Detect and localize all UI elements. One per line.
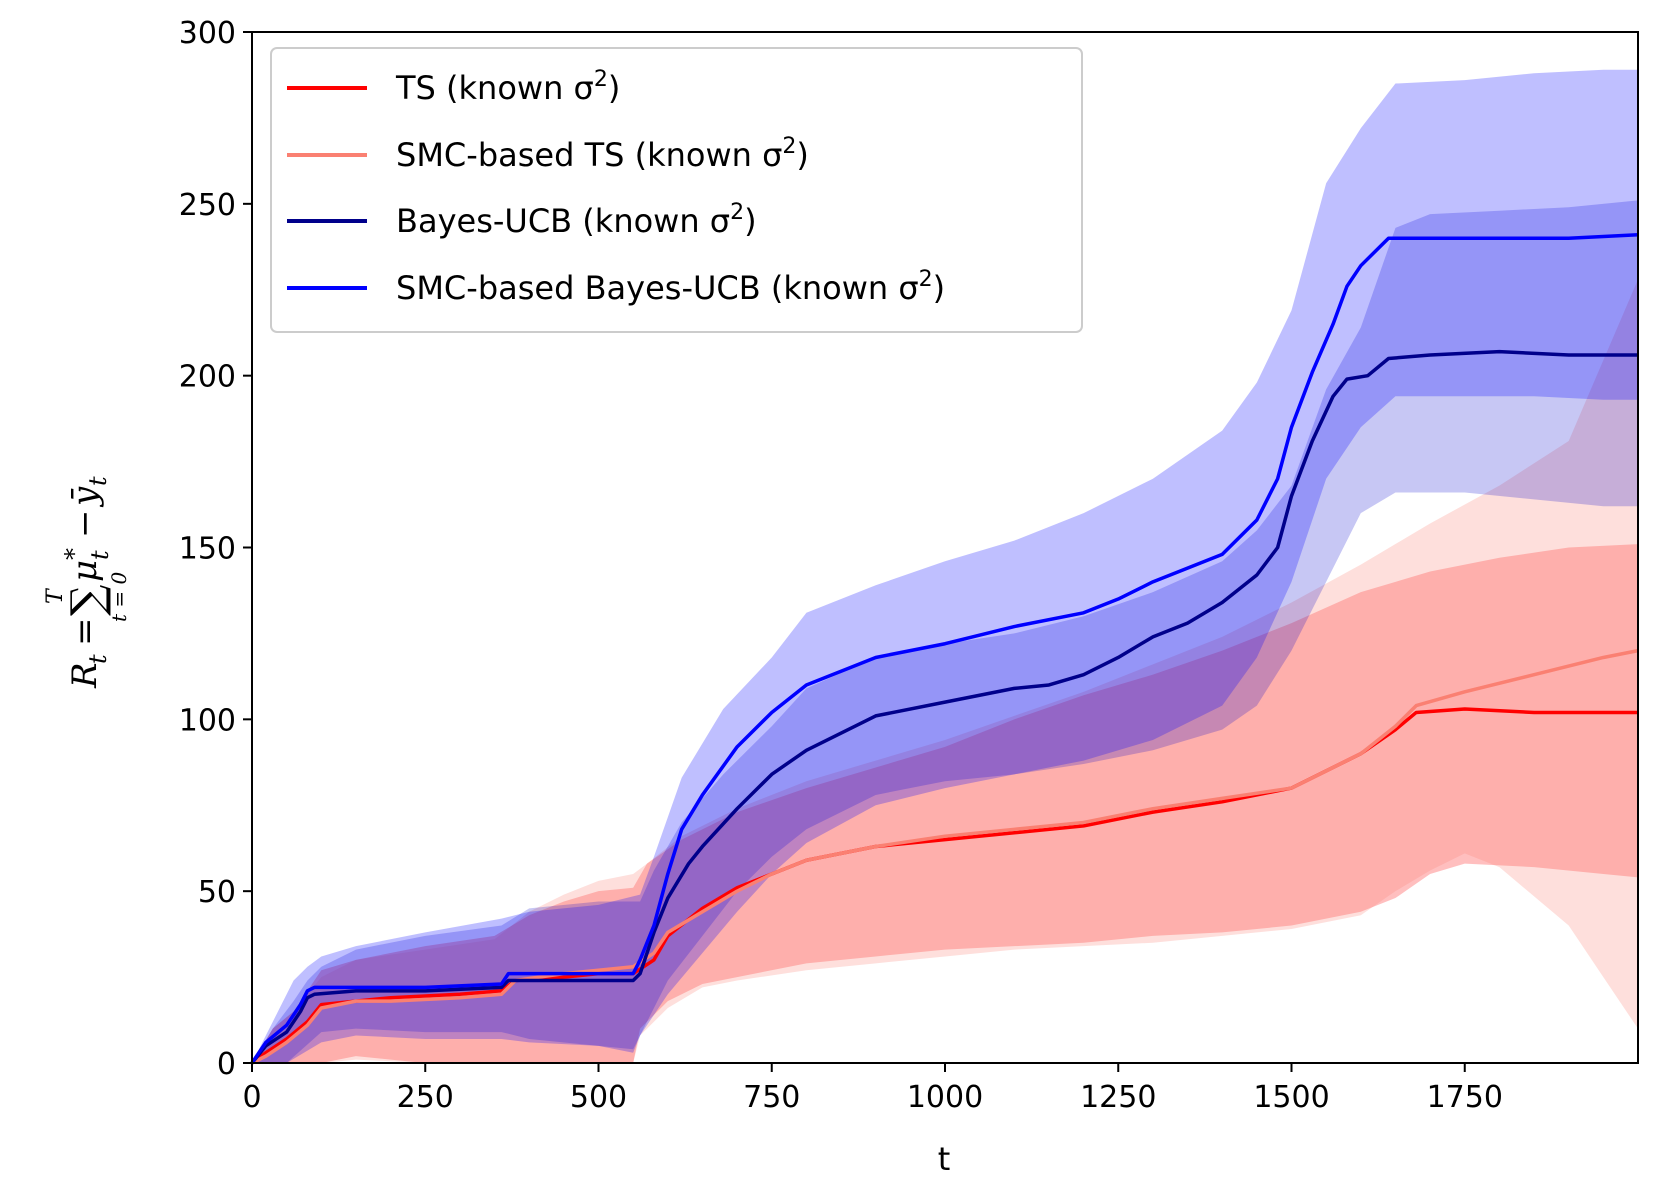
- y-label-mu: μ: [65, 560, 105, 582]
- legend-label-smc-ts: SMC-based TS (known σ2): [396, 134, 809, 174]
- y-tick-label: 200: [179, 360, 236, 395]
- series-lines: [250, 233, 1639, 1065]
- y-label-ybar-sub: t: [84, 476, 112, 486]
- y-tick-label: 150: [179, 532, 236, 567]
- band-smc-based-bayes-ucb-known: [252, 69, 1638, 1063]
- x-tick-label: 750: [743, 1080, 800, 1115]
- y-tick-label: 50: [198, 875, 236, 910]
- line-smc-based-ts-known: [251, 648, 1639, 1065]
- legend-label-smc-bayes-ucb: SMC-based Bayes-UCB (known σ2): [396, 267, 945, 307]
- y-label-mu-sub: t: [86, 550, 114, 560]
- x-tick-label: 0: [242, 1080, 261, 1115]
- band-bayes-ucb-known: [252, 200, 1638, 1063]
- x-tick-label: 1000: [907, 1080, 983, 1115]
- y-tick-label: 0: [217, 1047, 236, 1082]
- legend-item-smc-bayes-ucb: SMC-based Bayes-UCB (known σ2): [287, 267, 945, 307]
- line-bayes-ucb-known: [250, 349, 1638, 1065]
- y-axis-label: R t = ∑ T t = 0 μ * t − ȳ t: [43, 476, 131, 689]
- x-tick-label: 500: [570, 1080, 627, 1115]
- x-axis-ticks: 0 250 500 750 1000 1250 1500 1750: [242, 1063, 1503, 1115]
- y-tick-label: 300: [179, 16, 236, 51]
- y-axis-ticks: 0 50 100 150 200 250 300: [179, 16, 252, 1082]
- x-tick-label: 250: [397, 1080, 454, 1115]
- legend-item-smc-ts: SMC-based TS (known σ2): [287, 134, 809, 174]
- y-label-ybar: ȳ: [65, 486, 105, 508]
- y-label-minus: −: [65, 510, 105, 539]
- x-tick-label: 1250: [1080, 1080, 1156, 1115]
- legend: TS (known σ2) SMC-based TS (known σ2) Ba…: [270, 47, 1083, 333]
- y-label-sum-upper: T: [43, 587, 68, 604]
- y-label-sum-lower: t = 0: [107, 571, 131, 622]
- legend-item-ts: TS (known σ2): [287, 67, 620, 107]
- legend-label-bayes-ucb: Bayes-UCB (known σ2): [396, 200, 757, 240]
- band-smc-based-ts-known: [252, 279, 1638, 1063]
- line-smc-based-bayes-ucb-known: [250, 233, 1639, 1064]
- x-tick-label: 1500: [1253, 1080, 1329, 1115]
- y-tick-label: 100: [179, 703, 236, 738]
- legend-label-ts: TS (known σ2): [395, 67, 620, 107]
- x-tick-label: 1750: [1427, 1080, 1503, 1115]
- band-ts-known: [252, 544, 1638, 1063]
- legend-box: [270, 47, 1083, 333]
- y-tick-label: 250: [179, 188, 236, 223]
- y-label-star: *: [60, 548, 88, 560]
- y-label-R: R: [65, 662, 105, 689]
- legend-item-bayes-ucb: Bayes-UCB (known σ2): [287, 200, 757, 240]
- y-label-equals: =: [65, 618, 105, 647]
- x-axis-label: t: [938, 1140, 951, 1178]
- y-label-sum: ∑: [62, 585, 113, 616]
- confidence-bands: [252, 69, 1638, 1063]
- y-label-R-sub: t: [84, 654, 112, 664]
